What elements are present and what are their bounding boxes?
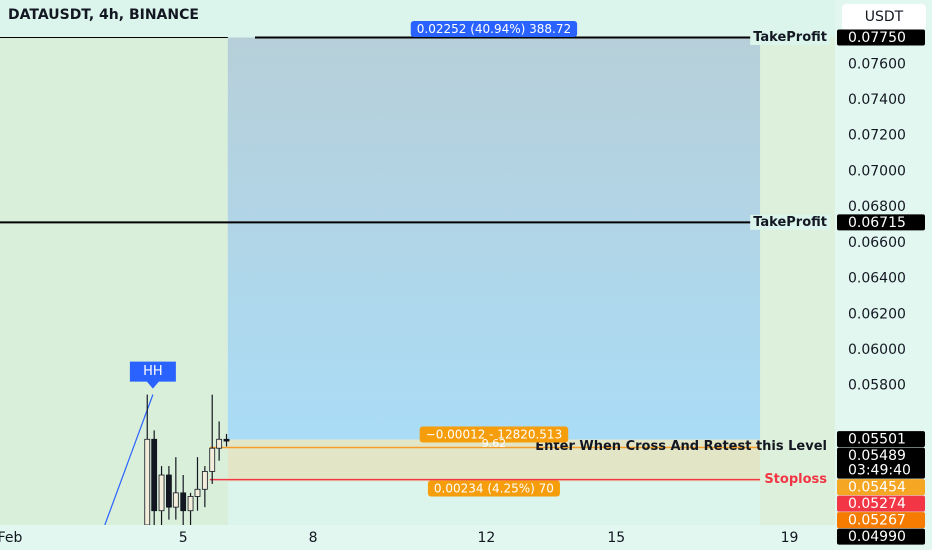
price-tag-label: 0.06715 bbox=[848, 215, 906, 231]
y-tick-label: 0.07000 bbox=[848, 163, 906, 179]
price-tag-label: 0.05274 bbox=[848, 496, 906, 512]
stop-badge: 0.00234 (4.25%) 70 bbox=[434, 482, 554, 496]
price-tag-label: 0.07750 bbox=[848, 30, 906, 46]
candle-body bbox=[172, 492, 179, 508]
price-tag-label: 0.05501 bbox=[848, 432, 906, 448]
trendline bbox=[104, 394, 154, 526]
x-tick-label: 19 bbox=[781, 530, 799, 546]
candle-body bbox=[209, 447, 216, 472]
x-tick-label: 8 bbox=[309, 530, 318, 546]
x-tick-label: 15 bbox=[607, 530, 625, 546]
price-tag-countdown: 03:49:40 bbox=[848, 463, 911, 479]
currency-button[interactable] bbox=[842, 4, 926, 30]
marker-badge bbox=[129, 361, 176, 389]
candle-body bbox=[194, 488, 201, 497]
stop-zone bbox=[227, 439, 761, 482]
price-tag-label: 0.04990 bbox=[848, 529, 906, 545]
level-label: TakeProfit bbox=[753, 30, 827, 45]
price-tag bbox=[837, 29, 925, 46]
time-axis bbox=[0, 525, 835, 550]
target-badge-bg bbox=[410, 21, 578, 37]
currency-label[interactable]: USDT bbox=[865, 9, 904, 25]
price-tag bbox=[837, 528, 925, 545]
target-zone bbox=[227, 37, 761, 440]
price-tag bbox=[837, 495, 925, 512]
candle-body bbox=[151, 438, 158, 512]
candle-body bbox=[187, 496, 194, 512]
x-tick-label: 12 bbox=[477, 530, 495, 546]
candle-body bbox=[180, 492, 187, 512]
y-tick-label: 0.06400 bbox=[848, 271, 906, 287]
x-tick-label: Feb bbox=[0, 530, 22, 546]
stop-badge-bg bbox=[427, 480, 560, 497]
y-tick-label: 0.06600 bbox=[848, 235, 906, 251]
candle-body bbox=[223, 438, 230, 442]
marker-label: HH bbox=[143, 364, 163, 379]
y-tick-label: 0.07600 bbox=[848, 56, 906, 72]
candle-body bbox=[201, 471, 208, 490]
earlier-zone bbox=[0, 37, 228, 525]
candle-body bbox=[166, 474, 172, 508]
plot-area bbox=[0, 36, 835, 526]
right-zone bbox=[760, 37, 835, 525]
chart-title: DATAUSDT, 4h, BINANCE bbox=[8, 7, 199, 23]
target-badge: 0.02252 (40.94%) 388.72 bbox=[417, 22, 571, 36]
candle-body bbox=[144, 438, 151, 526]
price-tag bbox=[837, 512, 925, 529]
y-tick-label: 0.07200 bbox=[848, 128, 906, 144]
entry-sublabel: 9.62 bbox=[482, 437, 507, 450]
candle-body bbox=[216, 438, 223, 449]
level-label: TakeProfit bbox=[753, 215, 827, 230]
level-label: Stoploss bbox=[764, 472, 827, 487]
price-tag bbox=[837, 447, 925, 479]
level-label: Enter When Cross And Retest this Level bbox=[535, 439, 827, 454]
price-tag-label: 0.05489 bbox=[848, 448, 906, 464]
level-label-bg bbox=[750, 214, 830, 230]
y-tick-label: 0.06800 bbox=[848, 199, 906, 215]
y-tick-label: 0.07400 bbox=[848, 92, 906, 108]
y-tick-label: 0.05800 bbox=[848, 378, 906, 394]
level-label-bg bbox=[750, 30, 830, 45]
price-tag bbox=[837, 214, 925, 231]
price-tag-label: 0.05454 bbox=[848, 480, 906, 496]
entry-badge-bg bbox=[419, 426, 569, 443]
y-tick-label: 0.06200 bbox=[848, 306, 906, 322]
price-tag bbox=[837, 431, 925, 448]
entry-badge: −0.00012 - 12820.513 bbox=[426, 428, 563, 442]
candle-body bbox=[158, 474, 165, 512]
price-tag-label: 0.05267 bbox=[848, 513, 906, 529]
y-tick-label: 0.06000 bbox=[848, 342, 906, 358]
price-tag bbox=[837, 479, 925, 496]
x-tick-label: 5 bbox=[179, 530, 188, 546]
